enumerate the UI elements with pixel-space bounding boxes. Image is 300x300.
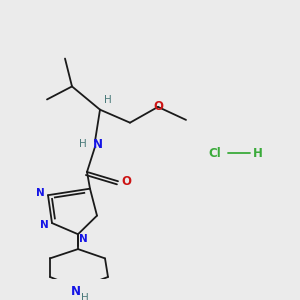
Text: Cl: Cl xyxy=(208,147,221,160)
Text: H: H xyxy=(104,95,112,105)
Text: O: O xyxy=(121,175,131,188)
Text: H: H xyxy=(79,139,87,149)
Text: N: N xyxy=(93,138,103,151)
Text: H: H xyxy=(81,293,89,300)
Text: N: N xyxy=(36,188,44,198)
Text: O: O xyxy=(153,100,163,113)
Text: N: N xyxy=(79,234,87,244)
Text: N: N xyxy=(40,220,48,230)
Text: N: N xyxy=(71,285,81,298)
Text: H: H xyxy=(253,147,263,160)
